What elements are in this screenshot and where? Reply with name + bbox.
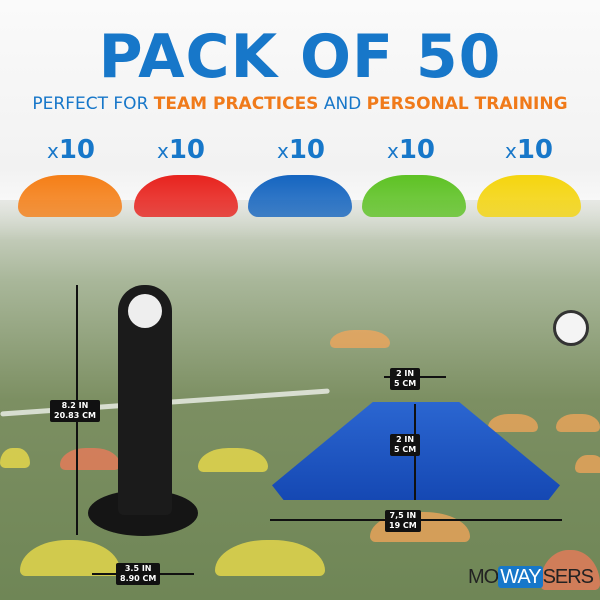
cone-orange: [18, 175, 122, 217]
soccer-ball: [553, 310, 589, 346]
cone-count: x10: [46, 135, 96, 165]
bg-cone: [488, 414, 538, 432]
cone-green: [362, 175, 466, 217]
holder-hole: [128, 294, 162, 328]
bg-cone: [60, 448, 120, 470]
cone-count: x10: [276, 135, 326, 165]
holder-width-label: 3.5 IN 8.90 CM: [116, 563, 161, 585]
headline: PACK OF 50: [98, 22, 502, 92]
bg-cone: [330, 330, 390, 348]
bg-cone: [575, 455, 600, 473]
subtitle: PERFECT FOR TEAM PRACTICES AND PERSONAL …: [32, 94, 568, 114]
holder-height-label: 8.2 IN 20.83 CM: [50, 400, 100, 422]
cone-top-label: 2 IN 5 CM: [390, 368, 421, 390]
cone-height-label: 2 IN 5 CM: [390, 434, 421, 456]
cone-red: [134, 175, 238, 217]
bg-cone: [198, 448, 268, 472]
field-background: [0, 200, 600, 600]
cone-count: x10: [504, 135, 554, 165]
cone-count: x10: [386, 135, 436, 165]
cone-blue: [248, 175, 352, 217]
brand-logo: MO WAY SERS: [468, 566, 594, 588]
cone-count: x10: [156, 135, 206, 165]
bg-cone: [556, 414, 600, 432]
cone-yellow: [477, 175, 581, 217]
bg-cone: [0, 448, 30, 468]
cone-width-label: 7,5 IN 19 CM: [385, 510, 421, 532]
